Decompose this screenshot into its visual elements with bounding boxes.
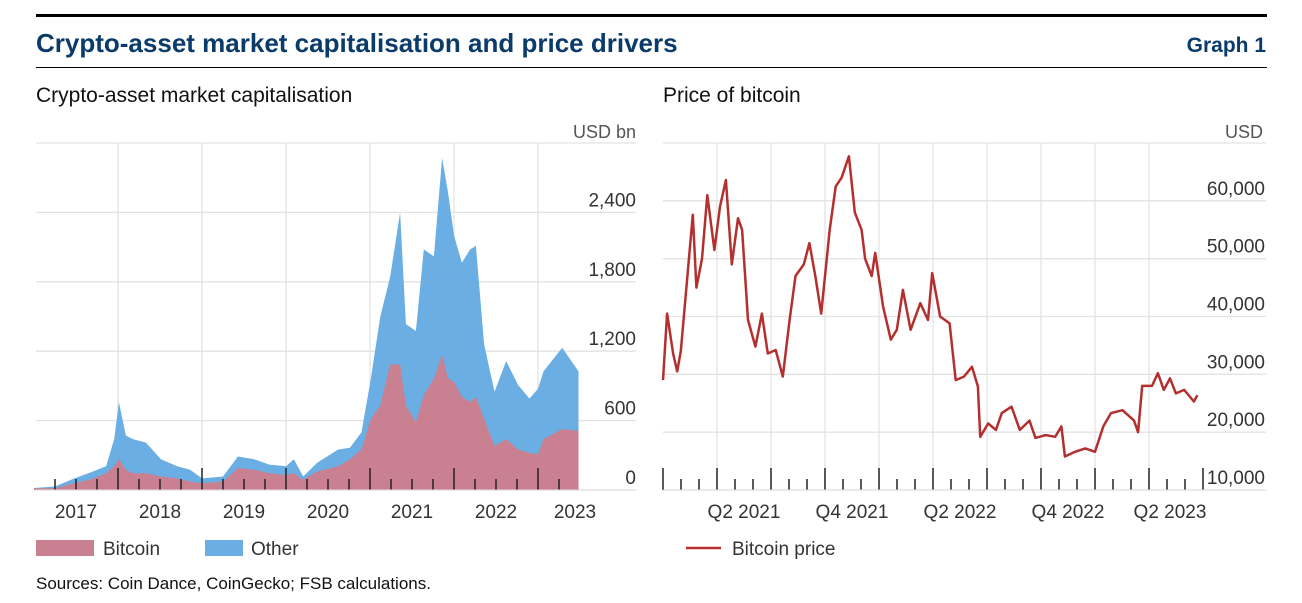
y-tick-label: 0 bbox=[625, 468, 636, 489]
x-tick-label: Q4 2022 bbox=[1032, 502, 1105, 523]
y-tick-label: 600 bbox=[604, 399, 636, 420]
title-rule bbox=[36, 67, 1267, 68]
legend-bitcoin-swatch bbox=[36, 540, 94, 556]
x-tick-label: Q2 2023 bbox=[1134, 502, 1207, 523]
x-tick-label: 2018 bbox=[139, 502, 181, 523]
bitcoin-price-line bbox=[661, 155, 1199, 458]
legend-other-swatch bbox=[205, 540, 243, 556]
graph-label: Graph 1 bbox=[1186, 34, 1266, 57]
x-tick-label: 2020 bbox=[307, 502, 349, 523]
x-tick-label: 2019 bbox=[223, 502, 265, 523]
legend-bitcoin-label: Bitcoin bbox=[103, 539, 160, 560]
x-tick-label: 2017 bbox=[55, 502, 97, 523]
left-chart-title: Crypto-asset market capitalisation bbox=[36, 84, 353, 107]
y-tick-label: 2,400 bbox=[588, 190, 636, 211]
y-tick-label: 10,000 bbox=[1207, 468, 1265, 489]
page-title: Crypto-asset market capitalisation and p… bbox=[36, 28, 678, 58]
x-tick-label: Q2 2021 bbox=[708, 502, 781, 523]
source-note: Sources: Coin Dance, CoinGecko; FSB calc… bbox=[36, 574, 431, 593]
x-tick-label: 2023 bbox=[554, 502, 596, 523]
x-tick-label: 2022 bbox=[475, 502, 517, 523]
x-tick-label: 2021 bbox=[391, 502, 433, 523]
legend-bitcoin-price-label: Bitcoin price bbox=[732, 539, 836, 560]
y-tick-label: 30,000 bbox=[1207, 352, 1265, 373]
y-tick-label: 1,200 bbox=[588, 329, 636, 350]
market-cap-chart: USD bn 0 600 1,200 1,800 2,400 2017 2018 2019 20… bbox=[34, 122, 636, 560]
x-tick-label: Q4 2021 bbox=[816, 502, 889, 523]
y-tick-label: 60,000 bbox=[1207, 179, 1265, 200]
left-unit-label: USD bn bbox=[573, 122, 636, 142]
bitcoin-price-chart: USD 10,000 20,000 30,000 40,000 50,000 60,000… bbox=[661, 122, 1266, 560]
top-rule bbox=[36, 14, 1267, 17]
bitcoin-area bbox=[34, 354, 579, 490]
legend-other-label: Other bbox=[251, 539, 299, 560]
y-tick-label: 20,000 bbox=[1207, 410, 1265, 431]
right-unit-label: USD bbox=[1225, 122, 1263, 142]
y-tick-label: 50,000 bbox=[1207, 237, 1265, 258]
x-tick-label: Q2 2022 bbox=[924, 502, 997, 523]
right-chart-title: Price of bitcoin bbox=[663, 84, 801, 107]
other-area bbox=[34, 158, 579, 490]
y-tick-label: 1,800 bbox=[588, 260, 636, 281]
y-tick-label: 40,000 bbox=[1207, 295, 1265, 316]
